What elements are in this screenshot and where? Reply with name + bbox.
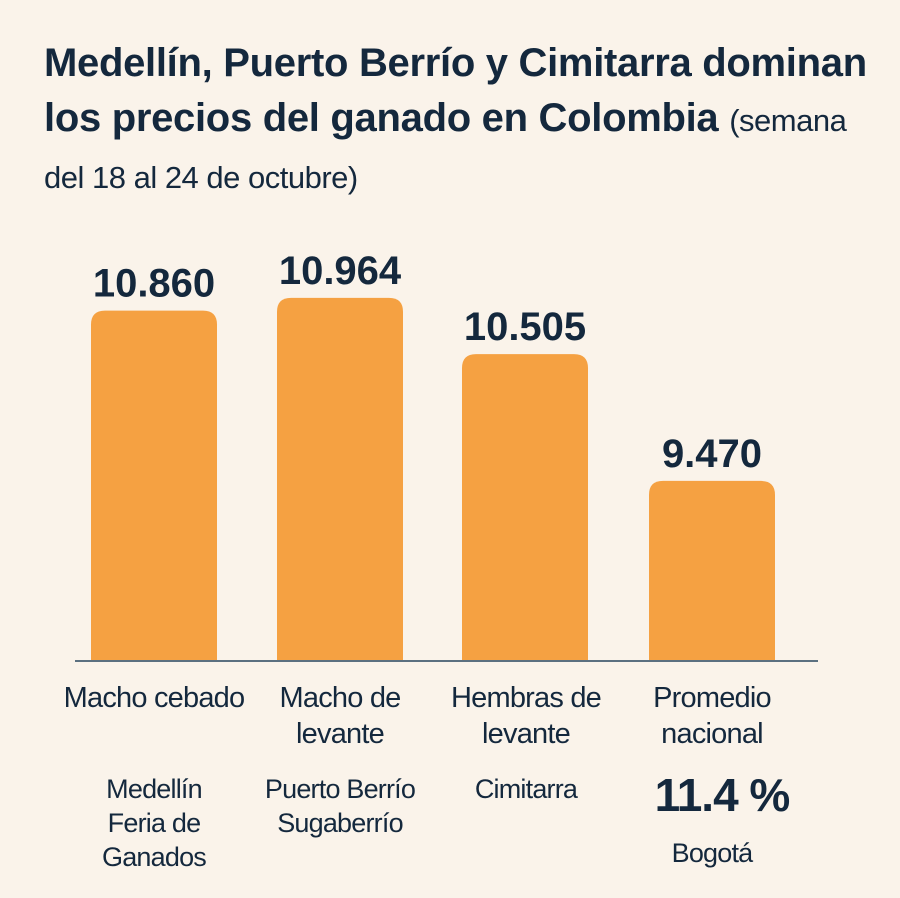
category-label: Promedio nacional (653, 682, 772, 750)
location-label: Medellín Feria de Ganados (102, 774, 207, 872)
category-label: Macho de levante (279, 682, 402, 750)
data-label: 9.470 (662, 432, 762, 476)
bar (462, 354, 588, 661)
location-label: Puerto Berrío Sugaberrío (264, 774, 416, 838)
location-label: Cimitarra (474, 774, 578, 804)
annotation-percent: 11.4 % (654, 769, 791, 821)
bar (91, 310, 217, 661)
chart-title: Medellín, Puerto Berrío y Cimitarra domi… (44, 36, 884, 205)
data-label: 10.964 (279, 249, 402, 293)
bar (649, 480, 775, 661)
location-label: Bogotá (671, 838, 754, 868)
title-main: Medellín, Puerto Berrío y Cimitarra domi… (44, 41, 867, 140)
title-subtitle: (semana del 18 al 24 de octubre) (44, 103, 847, 195)
data-label: 10.505 (464, 305, 586, 349)
category-label: Macho cebado (63, 682, 245, 714)
category-label: Hembras de levante (451, 682, 602, 750)
data-label: 10.860 (93, 262, 215, 306)
bar (277, 297, 403, 661)
